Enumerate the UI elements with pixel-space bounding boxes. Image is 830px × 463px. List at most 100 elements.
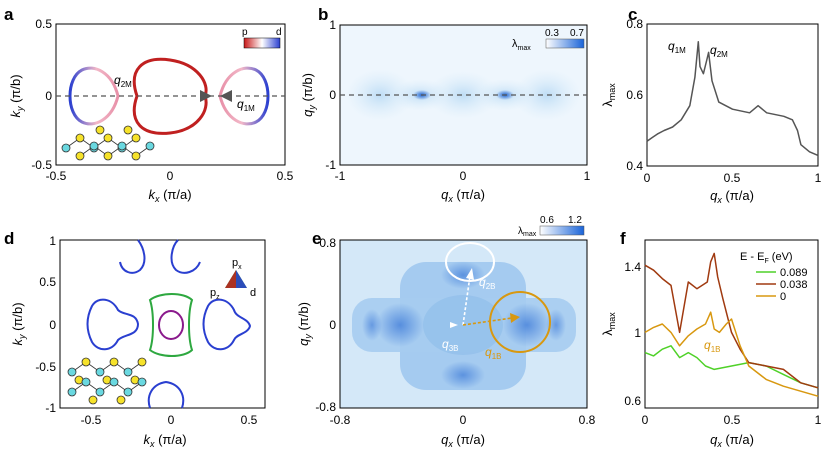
arrow-q2M: [200, 90, 212, 102]
colorbar-min: 0.6: [540, 215, 554, 226]
tick-label: 0.6: [624, 394, 641, 408]
panel-c: c q1M q2M 0 0.5 1 0.8 0.6 0.4 qx (π/a) λ…: [600, 5, 822, 205]
peak-label-q1B: q1B: [704, 338, 720, 354]
tick-label: -1: [325, 158, 336, 172]
tick-label: 0.8: [579, 413, 596, 427]
tick-label: 1: [584, 169, 591, 183]
legend-title: E - EF (eV): [740, 251, 793, 265]
panel-b: b 0.3 0.7 λmax -1 0 1 1 0 -1 qx (π/a) qy…: [300, 5, 591, 204]
tick-label: 0: [167, 169, 174, 183]
panel-letter: f: [620, 229, 626, 248]
panel-letter: a: [4, 5, 14, 24]
label-q3B: q3B: [442, 337, 458, 353]
orbital-triangle-icon: [225, 270, 247, 288]
tick-label: 0.5: [724, 171, 741, 185]
y-axis-label: qy (π/b): [300, 73, 317, 117]
plot-frame: [644, 239, 819, 409]
tick-label: 1: [329, 18, 336, 32]
panel-letter: c: [628, 5, 637, 24]
plot-frame: [646, 23, 819, 167]
y-axis-label: ky (π/b): [8, 74, 25, 117]
tick-label: 0.5: [35, 17, 52, 31]
tick-label: 0.5: [724, 413, 741, 427]
colorbar-min: 0.3: [545, 28, 559, 39]
peak-label-q1M: q1M: [668, 39, 686, 55]
triangle-px-label: px: [232, 257, 242, 271]
chain-structure-icon: [61, 125, 155, 161]
x-axis-label: qx (π/a): [710, 432, 754, 449]
colorbar-label: λmax: [512, 38, 531, 52]
x-axis-label: kx (π/a): [148, 187, 191, 204]
tick-label: -0.8: [315, 400, 336, 414]
tick-label: 0.6: [626, 88, 643, 102]
circle-q1B: [489, 291, 551, 353]
label-q1B: q1B: [485, 345, 501, 361]
tick-label: -0.8: [330, 413, 351, 427]
tick-label: 0.8: [319, 236, 336, 250]
tick-label: 1: [49, 234, 56, 248]
tick-label: -0.5: [35, 360, 56, 374]
colorbar-max: 0.7: [570, 28, 584, 39]
y-axis-label: λmax: [600, 83, 617, 107]
panel-e: e q3B q2B q1B 0.6 1.2 λmax -0.8 0: [296, 215, 596, 449]
pocket-center-inner: [158, 310, 184, 340]
tick-label: 0: [644, 171, 651, 185]
arrowhead-q2B: [466, 268, 474, 280]
series-line-0-038: [644, 252, 819, 389]
plot-frame: [339, 239, 588, 409]
pocket-left: [68, 66, 120, 126]
tick-label: 1: [815, 171, 822, 185]
y-axis-label: ky (π/b): [10, 302, 27, 345]
colorbar-p-label: p: [242, 27, 248, 38]
colorbar: [539, 225, 585, 236]
tick-label: 1: [634, 326, 641, 340]
label-q2B: q2B: [479, 275, 495, 291]
tick-label: -0.5: [81, 413, 102, 427]
legend-entry: 0: [780, 291, 786, 303]
tick-label: 0: [642, 413, 649, 427]
pocket-bottom: [147, 380, 185, 409]
vector-q2B: [462, 275, 471, 326]
vector-q1B: [462, 317, 513, 326]
arrow-q1M: [220, 90, 232, 102]
chart-f-marks: [644, 252, 819, 397]
chain-structure-icon: [67, 357, 147, 405]
fermi-surface-icon: [86, 239, 252, 409]
heatmap: [346, 69, 581, 121]
tick-label: 0: [460, 413, 467, 427]
triangle-pz-label: pz: [210, 287, 220, 301]
tick-label: 0.5: [277, 169, 294, 183]
x-axis-label: qx (π/a): [710, 188, 754, 205]
tick-label: -0.5: [46, 169, 67, 183]
circle-q2B: [445, 242, 495, 282]
tick-label: 1: [815, 413, 822, 427]
tick-label: 0.5: [39, 275, 56, 289]
panel-a: a q2M q1M p d -0.5: [4, 5, 294, 204]
legend-entry: 0.038: [780, 279, 808, 291]
series-line-0: [644, 311, 819, 397]
label-q1M: q1M: [237, 97, 255, 113]
panel-letter: e: [312, 229, 321, 248]
triangle-d-label: d: [250, 287, 256, 299]
y-axis-label: λmax: [600, 312, 617, 336]
colorbar-d-label: d: [276, 27, 282, 38]
pocket-center-outer: [148, 293, 194, 357]
tick-label: 0: [460, 169, 467, 183]
tick-label: 0.5: [241, 413, 258, 427]
x-axis-label: kx (π/a): [143, 432, 186, 449]
peak-label-q2M: q2M: [710, 43, 728, 59]
colorbar-label: λmax: [518, 226, 537, 238]
tick-label: 0: [49, 318, 56, 332]
series-line--max: [646, 41, 819, 157]
tick-label: 0.4: [626, 159, 643, 173]
colorbar-max: 1.2: [568, 215, 582, 226]
x-axis-label: qx (π/a): [441, 432, 485, 449]
tick-label: 0: [168, 413, 175, 427]
tick-label: 1.4: [624, 260, 641, 274]
y-axis-label: qy (π/b): [296, 302, 313, 346]
colorbar: [545, 38, 585, 49]
legend: 0.089 0.038 0: [756, 267, 808, 303]
label-q2M: q2M: [114, 73, 132, 89]
tick-label: -1: [335, 169, 346, 183]
